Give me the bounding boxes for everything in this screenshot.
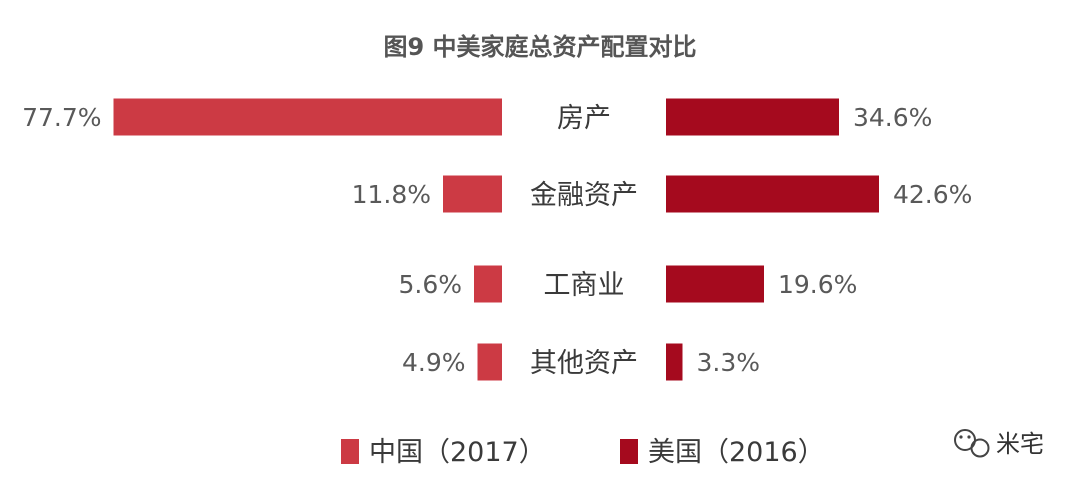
bar-usa <box>666 98 839 136</box>
data-label-usa: 34.6% <box>853 103 932 132</box>
bar-china <box>113 98 502 136</box>
legend-swatch <box>620 439 638 464</box>
bars-group <box>113 98 879 381</box>
watermark: 米宅 <box>954 429 1044 458</box>
bar-china <box>474 265 502 303</box>
watermark-text: 米宅 <box>996 430 1044 458</box>
data-label-china: 11.8% <box>352 180 431 209</box>
legend-label: 美国（2016） <box>648 437 825 468</box>
wechat-icon <box>954 429 990 458</box>
bar-china <box>443 175 502 213</box>
data-label-china: 77.7% <box>22 103 101 132</box>
bar-china <box>477 343 502 381</box>
legend-label: 中国（2017） <box>369 437 546 468</box>
bar-usa <box>666 265 764 303</box>
data-label-china: 5.6% <box>398 270 462 299</box>
data-label-usa: 19.6% <box>778 270 857 299</box>
bar-usa <box>666 175 879 213</box>
category-label: 工商业 <box>544 270 625 301</box>
chart-title: 图9 中美家庭总资产配置对比 <box>383 33 696 61</box>
labels-group: 房产 77.7% 34.6% 金融资产 11.8% 42.6% 工商业 5.6% 19.6% 其他… <box>22 103 972 379</box>
category-label: 其他资产 <box>530 348 638 379</box>
data-label-china: 4.9% <box>402 348 466 377</box>
data-label-usa: 3.3% <box>697 348 761 377</box>
legend-swatch <box>341 439 359 464</box>
bar-usa <box>666 343 683 381</box>
category-label: 金融资产 <box>530 180 638 211</box>
category-label: 房产 <box>557 103 611 134</box>
data-label-usa: 42.6% <box>893 180 972 209</box>
legend: 中国（2017） 美国（2016） <box>341 437 825 468</box>
